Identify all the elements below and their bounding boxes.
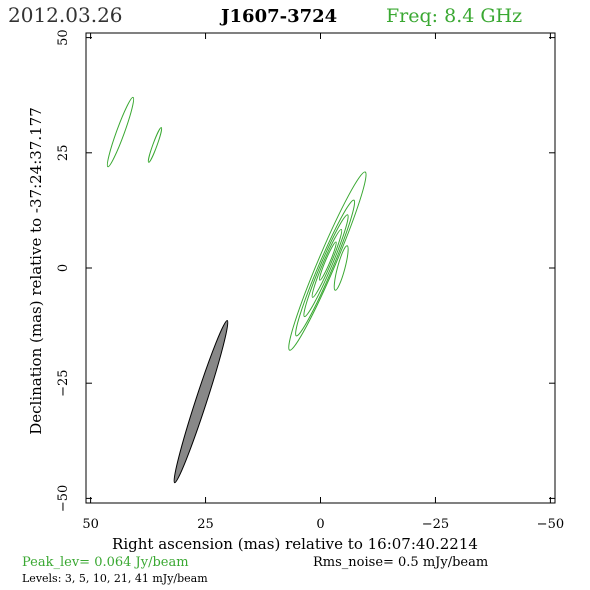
y-tick-label: 25: [56, 145, 71, 162]
contour-core-4: [311, 228, 343, 298]
plot-frame: [85, 32, 556, 504]
x-tick-label: 25: [197, 517, 214, 532]
contour-nw-blob-1: [106, 96, 135, 168]
contour-core-3: [303, 214, 349, 318]
contour-levels: Levels: 3, 5, 10, 21, 41 mJy/beam: [22, 572, 208, 585]
y-tick-label: 0: [56, 264, 71, 272]
contour-east-knot: [333, 245, 349, 291]
x-tick-label: 0: [316, 517, 324, 532]
contour-core-5: [318, 241, 337, 281]
restoring-beam: [173, 320, 229, 484]
contour-core-2: [295, 199, 356, 337]
y-tick-label: −50: [56, 485, 71, 512]
contour-core-outer: [288, 171, 367, 351]
y-axis-label: Declination (mas) relative to -37:24:37.…: [27, 107, 45, 435]
x-tick-label: 50: [82, 517, 99, 532]
contour-group: [106, 96, 367, 351]
beam-group: [173, 320, 229, 484]
source-name: J1607-3724: [219, 6, 337, 27]
frequency-label: Freq: 8.4 GHz: [386, 5, 522, 27]
y-tick-labels: 50 25 0 −25 −50: [56, 29, 71, 512]
x-tick-labels: 50 25 0 −25 −50: [82, 517, 564, 532]
y-tick-label: 50: [56, 29, 71, 46]
rms-noise: Rms_noise= 0.5 mJy/beam: [313, 555, 488, 570]
observation-date: 2012.03.26: [8, 3, 123, 27]
axis-ticks: [86, 33, 555, 503]
contour-nw-blob-2: [147, 127, 163, 163]
x-tick-label: −25: [422, 517, 449, 532]
x-tick-label: −50: [537, 517, 564, 532]
peak-level: Peak_lev= 0.064 Jy/beam: [22, 555, 189, 570]
y-tick-label: −25: [56, 369, 71, 396]
x-axis-label: Right ascension (mas) relative to 16:07:…: [112, 535, 478, 553]
